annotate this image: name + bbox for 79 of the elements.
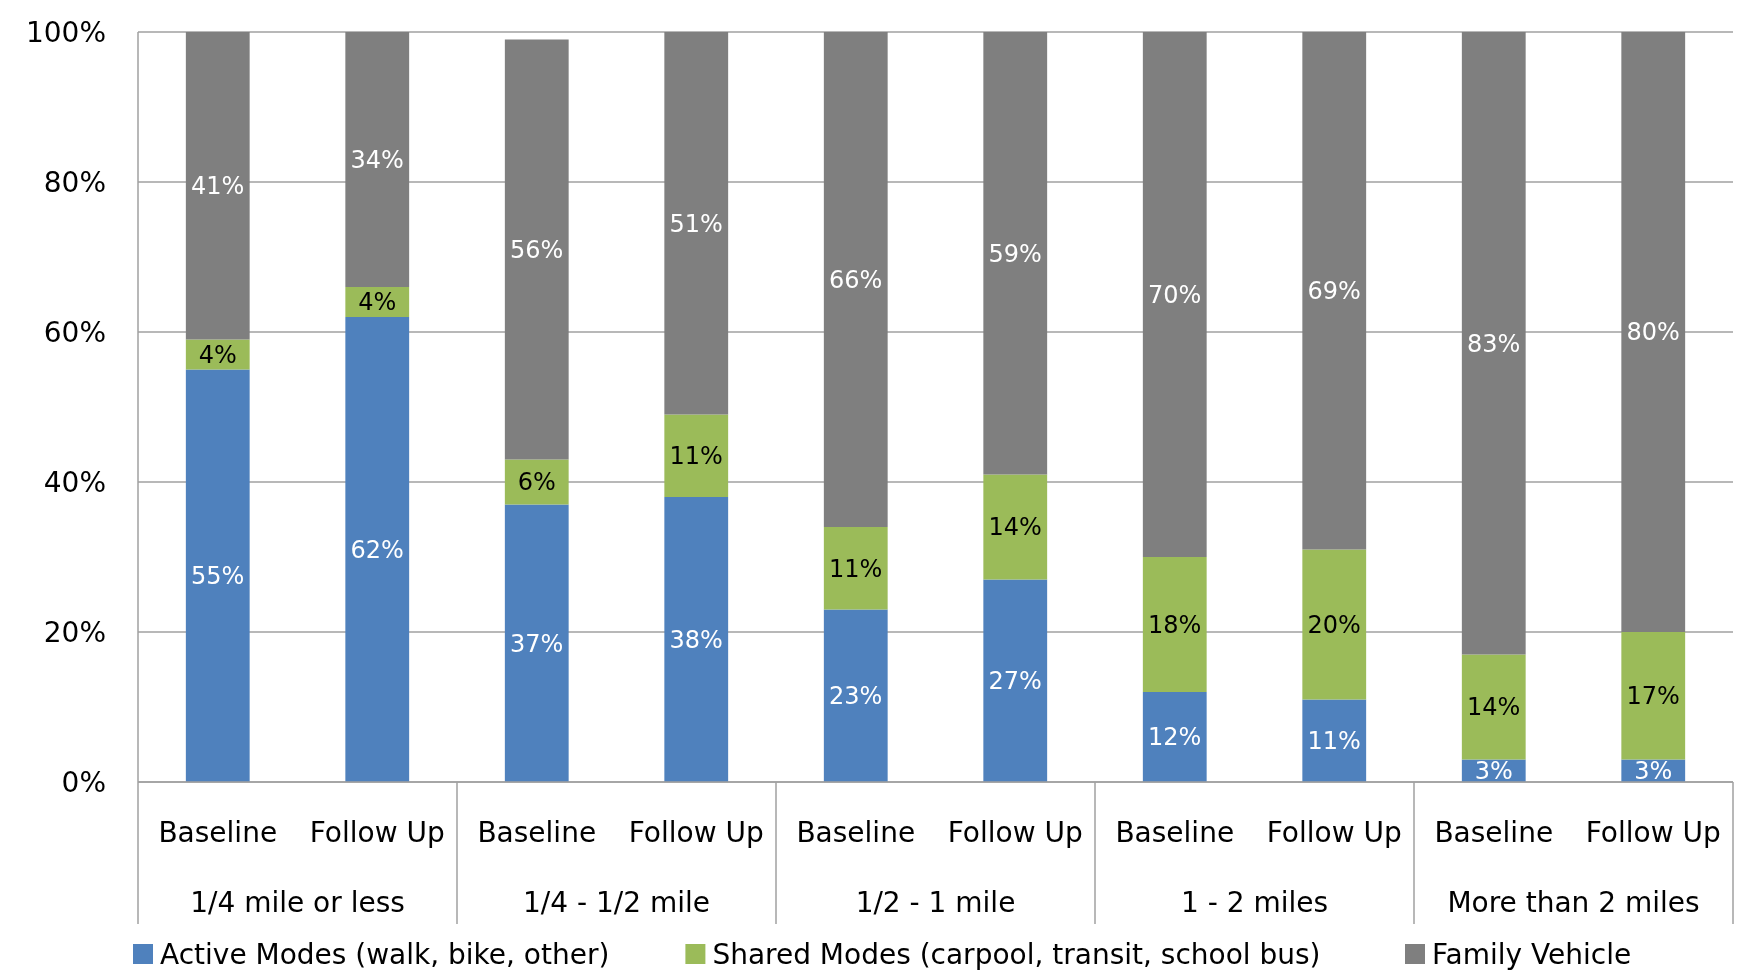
data-label: 18%: [1148, 610, 1202, 639]
data-label: 4%: [358, 288, 397, 317]
data-label: 70%: [1148, 280, 1202, 309]
bar: [1142, 32, 1207, 557]
data-label: 11%: [1307, 727, 1361, 756]
text: 1/2 - 1 mile: [855, 885, 1016, 919]
bar: [504, 504, 569, 782]
data-label: 69%: [1307, 277, 1361, 306]
data-label: 20%: [1307, 610, 1361, 639]
data-label: 11%: [829, 554, 883, 583]
bar: [1621, 32, 1686, 632]
x-tick-label: Follow Up: [947, 815, 1083, 849]
data-label: 14%: [988, 513, 1042, 542]
bar: [983, 32, 1048, 475]
bar: [664, 32, 729, 415]
text: 1/4 - 1/2 mile: [523, 885, 710, 919]
bar: [504, 39, 569, 460]
x-tick-label: Follow Up: [1266, 815, 1402, 849]
data-label: 3%: [1474, 757, 1513, 786]
bar: [1302, 549, 1367, 700]
data-label: 55%: [191, 562, 245, 591]
x-tick-label: Baseline: [477, 815, 597, 849]
data-label: 3%: [1634, 757, 1673, 786]
data-label: 17%: [1626, 682, 1680, 711]
bar: [1302, 699, 1367, 782]
data-label: 27%: [988, 667, 1042, 696]
data-label: 51%: [669, 209, 723, 238]
bar: [185, 369, 250, 782]
legend-label: Active Modes (walk, bike, other): [160, 937, 610, 971]
bar: [1142, 692, 1207, 782]
x-tick-label: Follow Up: [628, 815, 764, 849]
y-tick-label: 0%: [61, 765, 106, 799]
data-label: 11%: [669, 442, 723, 471]
x-tick-label: Follow Up: [1585, 815, 1721, 849]
bar: [664, 414, 729, 497]
data-label: 62%: [350, 535, 404, 564]
y-tick-label: 40%: [43, 465, 106, 499]
legend-label: Shared Modes (carpool, transit, school bus): [712, 937, 1321, 971]
bar: [1461, 654, 1526, 760]
bar: [345, 317, 410, 782]
data-label: 37%: [510, 629, 564, 658]
text: 1 - 2 miles: [1180, 885, 1329, 919]
data-label: 80%: [1626, 318, 1680, 347]
y-tick-label: 100%: [25, 15, 106, 49]
bar: [185, 32, 250, 340]
bar: [823, 609, 888, 782]
data-label: 66%: [829, 265, 883, 294]
bar: [345, 32, 410, 287]
bar: [1302, 32, 1367, 550]
x-tick-label: Baseline: [1434, 815, 1554, 849]
data-label: 59%: [988, 239, 1042, 268]
data-label: 14%: [1467, 693, 1521, 722]
y-tick-label: 20%: [43, 615, 106, 649]
bar: [823, 527, 888, 610]
data-label: 6%: [517, 468, 556, 497]
bar: [983, 474, 1048, 580]
data-label: 41%: [191, 172, 245, 201]
x-tick-label: Baseline: [158, 815, 278, 849]
data-label: 38%: [669, 625, 723, 654]
data-label: 83%: [1467, 329, 1521, 358]
bar: [1142, 557, 1207, 692]
x-tick-label: Baseline: [1115, 815, 1235, 849]
x-tick-label: Follow Up: [309, 815, 445, 849]
data-label: 56%: [510, 235, 564, 264]
data-label: 12%: [1148, 723, 1202, 752]
x-tick-label: Baseline: [796, 815, 916, 849]
bar: [664, 497, 729, 782]
data-label: 4%: [198, 340, 237, 369]
y-tick-label: 60%: [43, 315, 106, 349]
bar: [1621, 632, 1686, 760]
legend-label: Family Vehicle: [1432, 937, 1632, 971]
bar: [823, 32, 888, 527]
text: 1/4 mile or less: [190, 885, 405, 919]
y-tick-label: 80%: [43, 165, 106, 199]
bar: [1461, 32, 1526, 655]
text: More than 2 miles: [1447, 885, 1700, 919]
data-label: 23%: [829, 682, 883, 711]
bar: [983, 579, 1048, 782]
data-label: 34%: [350, 145, 404, 174]
